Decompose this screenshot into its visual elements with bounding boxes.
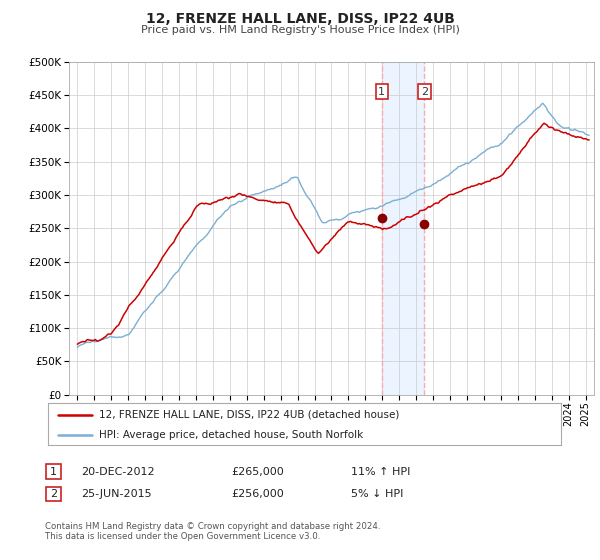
Text: 11% ↑ HPI: 11% ↑ HPI [351, 466, 410, 477]
Text: HPI: Average price, detached house, South Norfolk: HPI: Average price, detached house, Sout… [100, 430, 364, 440]
Text: Price paid vs. HM Land Registry's House Price Index (HPI): Price paid vs. HM Land Registry's House … [140, 25, 460, 35]
Text: 1: 1 [378, 87, 385, 96]
Text: 5% ↓ HPI: 5% ↓ HPI [351, 489, 403, 499]
Text: 20-DEC-2012: 20-DEC-2012 [81, 466, 155, 477]
Bar [382, 62, 424, 395]
Text: £265,000: £265,000 [231, 466, 284, 477]
Text: £256,000: £256,000 [231, 489, 284, 499]
Text: This data is licensed under the Open Government Licence v3.0.: This data is licensed under the Open Gov… [45, 532, 320, 541]
Text: 12, FRENZE HALL LANE, DISS, IP22 4UB: 12, FRENZE HALL LANE, DISS, IP22 4UB [146, 12, 454, 26]
Text: 2: 2 [421, 87, 428, 96]
Text: 1: 1 [50, 466, 57, 477]
Text: Contains HM Land Registry data © Crown copyright and database right 2024.: Contains HM Land Registry data © Crown c… [45, 522, 380, 531]
Text: 25-JUN-2015: 25-JUN-2015 [81, 489, 152, 499]
Text: 2: 2 [50, 489, 57, 499]
Text: 12, FRENZE HALL LANE, DISS, IP22 4UB (detached house): 12, FRENZE HALL LANE, DISS, IP22 4UB (de… [100, 409, 400, 419]
